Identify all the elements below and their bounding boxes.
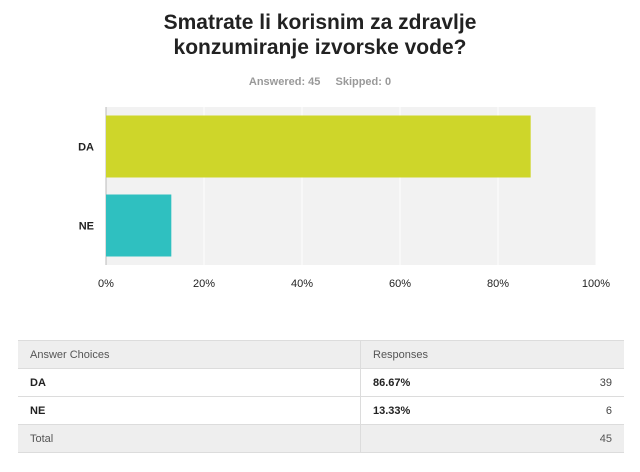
header-answer-choices: Answer Choices [18,340,361,369]
bar-ne [106,194,172,257]
header-responses: Responses [360,340,540,369]
row-choice: NE [18,396,361,425]
row-count: 39 [540,368,624,397]
question-title-line-1: Smatrate li korisnim za zdravlje [163,11,477,34]
question-title: Smatrate li korisnim za zdravlje konzumi… [0,10,640,60]
bar-chart: 0% 20% 40% 60% 80% 100% DA NE [78,107,610,290]
total-spacer [360,424,540,453]
x-tick-label: 80% [487,278,509,290]
answered-count: Answered: 45 [248,76,321,88]
row-percent: 13.33% [360,396,540,425]
table-header-row: Answer Choices Responses [18,340,624,369]
total-label: Total [18,424,361,453]
responses-table: Answer Choices Responses DA 86.67% 39 NE… [18,340,624,453]
header-count [540,340,624,369]
total-value: 45 [540,424,624,453]
x-tick-label: 40% [291,278,313,290]
question-title-line-2: konzumiranje izvorske vode? [173,36,467,59]
table-total-row: Total 45 [18,424,624,453]
x-tick-label: 60% [389,278,411,290]
table-row: NE 13.33% 6 [18,396,624,425]
y-category-label: DA [78,142,94,154]
table-row: DA 86.67% 39 [18,368,624,397]
y-category-label: NE [79,221,94,233]
x-tick-label: 0% [98,278,114,290]
bar-da [106,115,531,178]
skipped-count: Skipped: 0 [335,76,392,88]
x-tick-label: 20% [193,278,215,290]
row-choice: DA [18,368,361,397]
row-percent: 86.67% [360,368,540,397]
response-meta: Answered: 45 Skipped: 0 [0,76,640,88]
row-count: 6 [540,396,624,425]
x-tick-label: 100% [582,278,610,290]
